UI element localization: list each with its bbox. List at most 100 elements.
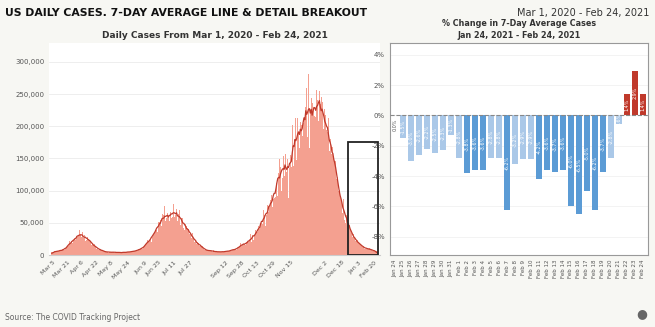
Bar [172,217,174,255]
Bar [270,200,271,255]
Bar [242,245,243,255]
Bar [536,115,542,179]
Bar [82,232,83,255]
Bar [283,156,284,255]
Bar [222,252,223,255]
Bar [326,130,327,255]
Bar [175,215,176,255]
Bar [221,252,222,255]
Bar [206,250,207,255]
Bar [276,183,277,255]
Bar [293,150,295,255]
Bar [289,168,290,255]
Bar [314,115,315,255]
Bar [153,227,155,255]
Text: 2.9%: 2.9% [632,87,637,99]
Bar [189,234,190,255]
Text: -0.6%: -0.6% [616,113,622,127]
Bar [568,115,574,206]
Bar [298,134,299,255]
Bar [584,115,590,191]
Text: -3.6%: -3.6% [561,136,565,150]
Bar [257,232,258,255]
Bar [265,213,267,255]
Text: -6.5%: -6.5% [576,158,582,172]
Bar [319,91,320,255]
Text: -3.8%: -3.8% [464,137,470,151]
Bar [196,244,197,255]
Text: -2.8%: -2.8% [608,129,614,144]
Bar [226,252,227,255]
Bar [496,115,502,158]
Bar [315,117,316,255]
Text: -5.0%: -5.0% [584,146,590,161]
Bar [341,200,343,255]
Bar [65,248,66,255]
Text: -3.7%: -3.7% [553,136,557,150]
Bar [297,118,298,255]
Bar [335,161,336,255]
Bar [110,252,111,255]
Bar [145,245,146,255]
Bar [208,250,209,255]
Bar [223,252,224,255]
Bar [151,242,152,255]
Bar [67,246,69,255]
Bar [261,223,262,255]
Bar [327,131,328,255]
Text: -6.0%: -6.0% [569,154,574,168]
Bar [246,244,248,255]
Bar [240,243,241,255]
Bar [231,251,232,255]
Bar [66,248,67,255]
Bar [232,250,233,255]
Bar [187,228,188,255]
Bar [152,237,153,255]
Bar [229,250,231,255]
Bar [53,252,54,255]
Bar [251,242,252,255]
Bar [128,252,129,255]
Bar [85,241,86,255]
Bar [344,220,345,255]
Title: % Change in 7-Day Average Cases
Jan 24, 2021 - Feb 24, 2021: % Change in 7-Day Average Cases Jan 24, … [442,19,596,40]
Bar [149,240,150,255]
Bar [520,115,526,159]
Bar [253,240,254,255]
Bar [143,247,145,255]
Bar [185,224,186,255]
Bar [102,251,103,255]
Bar [324,110,326,255]
Bar [448,115,454,135]
Bar [377,251,378,255]
Bar [367,249,369,255]
Bar [147,240,148,255]
Bar [440,115,446,150]
Bar [131,252,132,255]
Bar [552,115,558,172]
Bar [528,115,534,159]
Bar [307,137,308,255]
Bar [162,226,164,255]
Bar [347,219,348,255]
Text: US DAILY CASES. 7-DAY AVERAGE LINE & DETAIL BREAKOUT: US DAILY CASES. 7-DAY AVERAGE LINE & DET… [5,8,367,18]
Bar [71,241,72,255]
Bar [183,228,184,255]
Bar [169,221,170,255]
Bar [372,251,373,255]
Bar [105,252,107,255]
Bar [209,250,210,255]
Text: -6.2%: -6.2% [504,155,510,169]
Bar [365,249,366,255]
Bar [112,252,113,255]
Bar [318,121,319,255]
Bar [295,118,296,255]
Bar [92,245,93,255]
Bar [181,219,183,255]
Bar [408,115,414,161]
Bar [248,242,250,255]
Bar [424,115,430,149]
Bar [300,122,301,255]
Bar [160,226,162,255]
Bar [432,115,438,153]
